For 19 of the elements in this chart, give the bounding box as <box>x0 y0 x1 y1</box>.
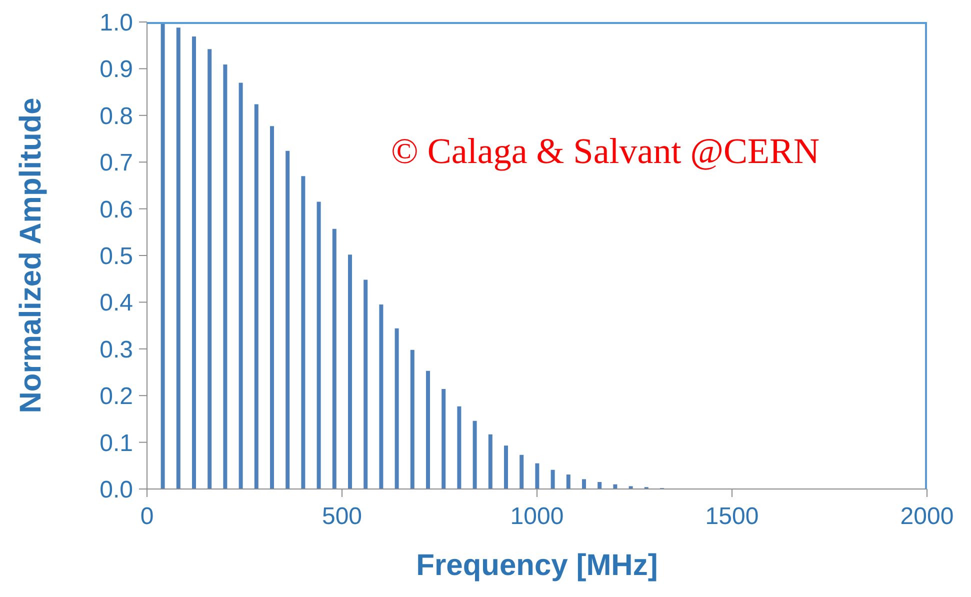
x-tick-label: 500 <box>322 503 362 530</box>
y-tick-label: 0.7 <box>100 150 133 177</box>
x-tick-label: 0 <box>140 503 154 530</box>
y-tick-label: 0.0 <box>100 476 133 504</box>
y-tick-label: 0.2 <box>100 383 133 410</box>
y-tick-label: 0.3 <box>100 336 133 364</box>
x-tick-label: 1500 <box>705 503 759 530</box>
y-tick-label: 0.1 <box>100 430 133 457</box>
y-tick-label: 0.6 <box>100 196 133 224</box>
y-tick-label: 0.9 <box>100 56 133 84</box>
x-tick-label: 1000 <box>510 503 564 530</box>
x-axis-title: Frequency [MHz] <box>416 549 658 582</box>
y-tick-label: 0.4 <box>100 290 133 317</box>
y-tick-label: 1.0 <box>100 10 133 37</box>
y-tick-label: 0.8 <box>100 102 133 130</box>
y-tick-label: 0.5 <box>100 243 133 270</box>
y-axis-title: Normalized Amplitude <box>14 98 48 414</box>
annotation: © Calaga & Salvant @CERN <box>391 130 820 172</box>
x-tick-label: 2000 <box>900 503 954 530</box>
